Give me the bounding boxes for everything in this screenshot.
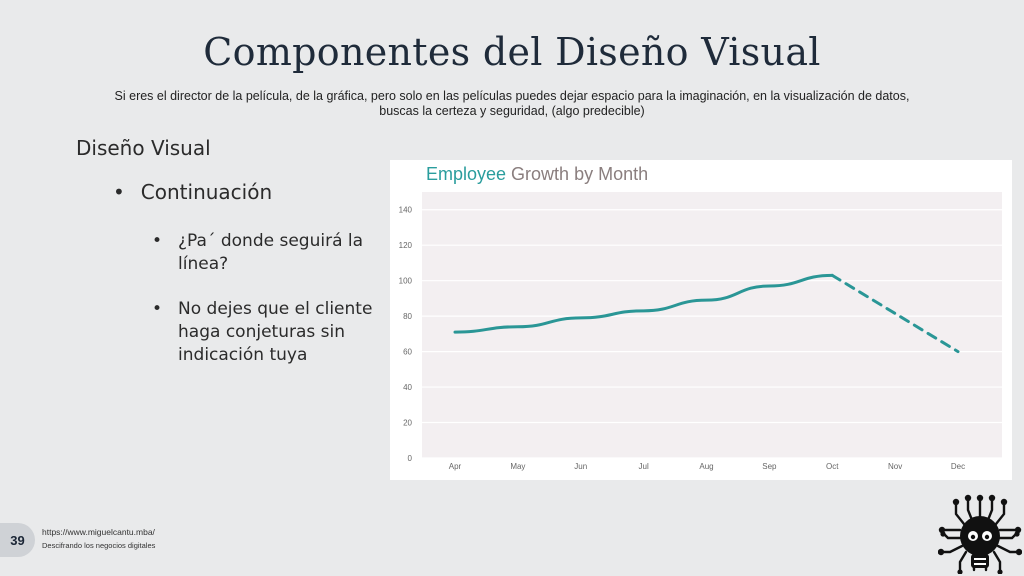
x-tick-label: May: [510, 462, 525, 471]
x-tick-label: Sep: [762, 462, 777, 471]
y-tick-label: 140: [399, 206, 413, 215]
slide-title: Componentes del Diseño Visual: [203, 30, 821, 74]
circuit-brain-logo-icon: [938, 494, 1022, 574]
subtitle-line-1: Si eres el director de la película, de l…: [114, 89, 910, 103]
y-tick-label: 120: [399, 241, 413, 250]
footer-url[interactable]: https://www.miguelcantu.mba/: [42, 527, 155, 537]
y-tick-label: 40: [403, 383, 412, 392]
y-tick-label: 0: [408, 454, 413, 463]
bullet-text: Continuación: [140, 180, 273, 204]
chart-panel: Employee Growth by Month 0 20 40 60 80 100 120…: [390, 160, 1012, 480]
x-tick-label: Aug: [699, 462, 713, 471]
sub-bullet-2: • No dejes que el cliente haga conjetura…: [152, 298, 382, 367]
x-tick-label: Jun: [574, 462, 587, 471]
sub-bullet-line: haga conjeturas sin: [178, 322, 346, 342]
y-tick-label: 80: [403, 312, 412, 321]
x-tick-label: Nov: [888, 462, 902, 471]
section-heading: Diseño Visual: [76, 136, 211, 160]
x-tick-label: Jul: [639, 462, 649, 471]
bullet-dot: •: [152, 299, 163, 319]
chart-title-accent: Employee: [426, 164, 507, 184]
sub-bullet-text: No dejes que el cliente haga conjeturas …: [178, 298, 372, 367]
sub-bullet-text: ¿Pa´ donde seguirá la línea?: [178, 230, 363, 276]
x-tick-label: Oct: [826, 462, 839, 471]
sub-bullet-line: línea?: [178, 254, 229, 274]
y-tick-label: 60: [403, 348, 412, 357]
bullet-dot: •: [113, 180, 125, 204]
sub-bullet-1: • ¿Pa´ donde seguirá la línea?: [152, 230, 382, 276]
bullet-item: • Continuación: [113, 180, 272, 204]
page-number-badge: 39: [0, 523, 35, 557]
y-tick-label: 100: [399, 277, 413, 286]
sub-bullet-line: No dejes que el cliente: [178, 299, 373, 319]
footer-tagline: Descifrando los negocios digitales: [42, 541, 156, 550]
projection-line: [830, 273, 960, 354]
series-line: [453, 273, 834, 334]
sub-bullet-line: indicación tuya: [178, 345, 308, 365]
chart-title-rest: Growth by Month: [506, 164, 649, 184]
x-tick-label: Apr: [449, 462, 462, 471]
bullet-dot: •: [152, 231, 163, 251]
x-tick-label: Dec: [951, 462, 965, 471]
sub-bullet-line: ¿Pa´ donde seguirá la: [178, 231, 364, 251]
subtitle-line-2: buscas la certeza y seguridad, (algo pre…: [379, 104, 645, 118]
plot-area: [422, 192, 1002, 458]
line-chart: 0 20 40 60 80 100 120 140 Apr May Jun Jul Aug Sep Oct N…: [399, 192, 1002, 471]
slide-subtitle: Si eres el director de la película, de l…: [80, 89, 944, 119]
chart-title: Employee Growth by Month: [426, 164, 648, 185]
y-tick-label: 20: [403, 419, 412, 428]
